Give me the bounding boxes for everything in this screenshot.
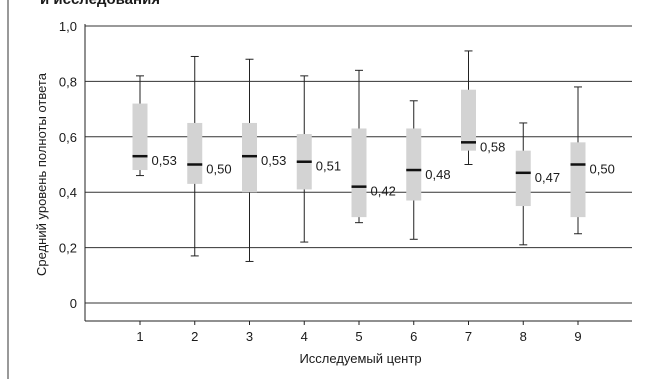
median-value-label: 0,50 <box>206 162 231 177</box>
y-axis-ticks: 0 0,2 0,4 0,6 0,8 1,0 <box>59 19 77 311</box>
y-axis-title: Средний уровень полноты ответа <box>34 72 49 276</box>
box-center-5: 0,42 <box>351 69 396 224</box>
box-center-4: 0,51 <box>296 75 341 243</box>
x-axis-ticks: 1 2 3 4 5 6 7 8 9 <box>136 321 582 344</box>
x-tick-label: 5 <box>355 329 362 344</box>
median-value-label: 0,58 <box>480 139 505 154</box>
x-axis-title: Исследуемый центр <box>299 351 421 366</box>
box-center-9: 0,50 <box>570 86 615 235</box>
iqr-box <box>515 150 531 207</box>
iqr-box <box>242 122 257 193</box>
median-value-label: 0,51 <box>316 159 341 174</box>
y-tick-label: 1,0 <box>59 19 77 34</box>
iqr-box <box>132 103 148 171</box>
box-series: 0,53 0,50 0,53 0,51 0,42 0,48 0,58 0,47 0,50 <box>132 50 615 262</box>
y-tick-label: 0,6 <box>59 130 77 145</box>
x-tick-label: 9 <box>574 329 581 344</box>
iqr-box <box>406 128 422 201</box>
box-center-3: 0,53 <box>242 58 286 262</box>
box-center-1: 0,53 <box>132 75 177 177</box>
iqr-box <box>461 89 476 151</box>
x-tick-label: 6 <box>410 329 417 344</box>
iqr-box <box>570 142 586 218</box>
median-value-label: 0,48 <box>425 167 450 182</box>
clipped-header-text: и исследования <box>40 0 160 8</box>
y-tick-label: 0 <box>70 296 77 311</box>
y-tick-label: 0,2 <box>59 241 77 256</box>
x-tick-label: 7 <box>465 329 472 344</box>
iqr-box <box>351 128 367 218</box>
median-value-label: 0,50 <box>590 162 615 177</box>
y-tick-label: 0,8 <box>59 74 77 89</box>
box-center-8: 0,47 <box>515 122 560 246</box>
x-tick-label: 2 <box>191 329 198 344</box>
x-tick-label: 4 <box>301 329 308 344</box>
box-center-6: 0,48 <box>406 100 451 240</box>
median-value-label: 0,42 <box>371 184 396 199</box>
median-value-label: 0,47 <box>535 170 560 185</box>
x-tick-label: 1 <box>136 329 143 344</box>
box-center-7: 0,58 <box>461 50 505 165</box>
median-value-label: 0,53 <box>152 153 177 168</box>
iqr-box <box>187 122 203 184</box>
box-center-2: 0,50 <box>187 55 232 257</box>
y-tick-label: 0,4 <box>59 185 77 200</box>
x-tick-label: 8 <box>520 329 527 344</box>
median-value-label: 0,53 <box>261 153 286 168</box>
x-tick-label: 3 <box>246 329 253 344</box>
